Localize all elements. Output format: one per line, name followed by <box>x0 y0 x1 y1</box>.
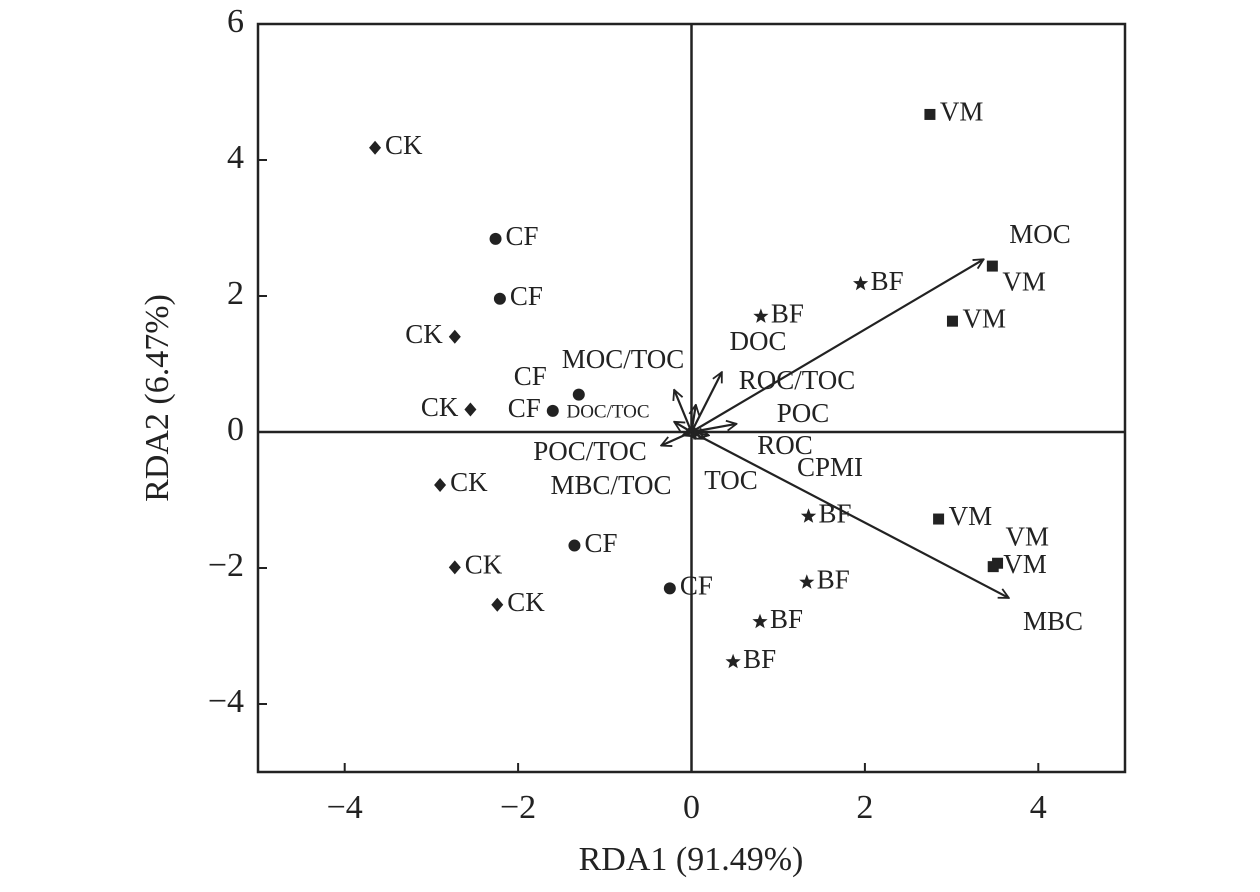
arrow-label: POC/TOC <box>533 436 647 466</box>
y-tick-label: −2 <box>208 547 244 584</box>
arrow-label: MOC/TOC <box>562 344 685 374</box>
point-label: CF <box>584 528 617 558</box>
y-axis-label: RDA2 (6.47%) <box>139 294 176 502</box>
arrow-label: DOC/TOC <box>566 401 649 422</box>
point-label: BF <box>743 644 776 674</box>
point <box>800 508 817 523</box>
point <box>663 582 676 595</box>
point <box>946 315 958 327</box>
point-label: VM <box>1006 521 1050 551</box>
point-label: CF <box>508 393 541 423</box>
point-label: BF <box>770 604 803 634</box>
point <box>448 560 461 575</box>
point-label: BF <box>771 299 804 329</box>
y-tick-label: 0 <box>227 411 244 448</box>
x-tick-label: −2 <box>500 789 536 826</box>
loading-arrow <box>661 430 692 446</box>
x-tick-label: 0 <box>683 789 700 826</box>
y-tick-label: 4 <box>227 139 244 176</box>
point-label: BF <box>817 564 850 594</box>
point <box>464 402 477 417</box>
point <box>725 653 741 669</box>
loading-arrow <box>690 372 723 433</box>
loading-arrow <box>690 431 1009 599</box>
loading-arrow <box>674 422 693 433</box>
point <box>572 388 585 401</box>
point <box>369 140 382 155</box>
point-label: CF <box>510 281 543 311</box>
arrow-label: MBC <box>1023 606 1083 636</box>
point <box>933 513 945 525</box>
point <box>853 275 869 291</box>
arrow-label: MBC/TOC <box>550 470 671 500</box>
point-label: CK <box>507 587 545 617</box>
point-label: CF <box>680 571 713 601</box>
point-label: VM <box>1003 549 1047 579</box>
arrow-label: MOC <box>1009 219 1071 249</box>
arrow-label: POC <box>777 398 830 428</box>
point <box>752 613 768 629</box>
y-tick-label: 6 <box>227 3 244 40</box>
point <box>448 329 461 344</box>
point <box>491 597 504 612</box>
y-tick-label: 2 <box>227 275 244 312</box>
point <box>568 539 581 552</box>
point <box>489 232 502 245</box>
point-label: VM <box>940 97 984 127</box>
point-label: VM <box>1002 266 1046 296</box>
arrow-label: ROC/TOC <box>739 365 856 395</box>
point <box>434 478 447 493</box>
point-label: CK <box>405 319 443 349</box>
point <box>493 292 506 305</box>
point <box>987 561 999 573</box>
loading-arrow <box>690 259 984 433</box>
y-tick-label: −4 <box>208 683 244 720</box>
point-label: CF <box>506 221 539 251</box>
point-label: VM <box>962 303 1006 333</box>
point-label: CF <box>514 361 547 391</box>
x-tick-label: 4 <box>1030 789 1047 826</box>
point-label: CK <box>450 467 488 497</box>
loading-arrow <box>674 390 693 433</box>
arrow-label: CPMI <box>797 452 863 482</box>
point-label: CK <box>465 550 503 580</box>
point-label: VM <box>949 501 993 531</box>
arrow-label: DOC <box>729 326 786 356</box>
point <box>799 574 815 589</box>
point <box>986 260 998 272</box>
x-tick-label: 2 <box>856 789 873 826</box>
point <box>546 404 559 417</box>
point <box>924 108 936 120</box>
arrow-label: TOC <box>704 465 758 495</box>
point-label: CK <box>385 130 423 160</box>
arrow-label: ROC <box>757 430 813 460</box>
point <box>753 308 769 323</box>
point-label: CK <box>421 392 459 422</box>
x-tick-label: −4 <box>327 789 363 826</box>
x-axis-label: RDA1 (91.49%) <box>579 841 804 878</box>
point-label: BF <box>871 266 904 296</box>
